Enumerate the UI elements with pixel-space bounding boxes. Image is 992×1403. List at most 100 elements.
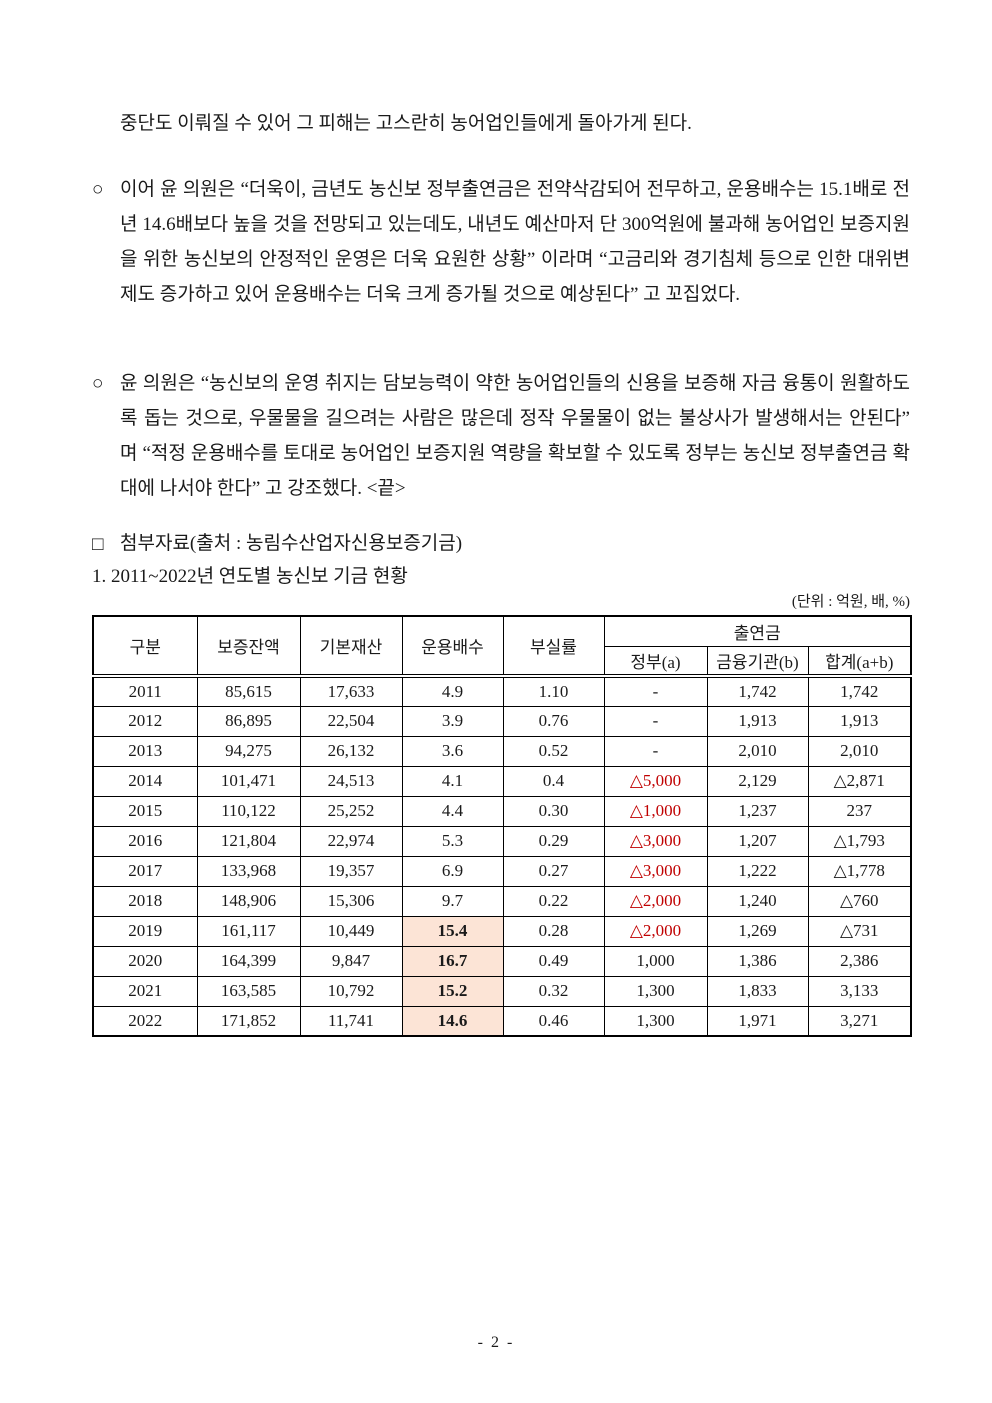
header-basic-assets: 기본재산 [299,615,403,677]
table-cell: 0.32 [502,975,605,1007]
table-cell: 85,615 [196,675,301,707]
table-cell: 171,852 [196,1005,301,1037]
table-cell: 148,906 [196,885,301,917]
header-financial-institution: 금융기관(b) [706,645,809,677]
header-government: 정부(a) [603,645,708,677]
table-row: 2021 163,585 10,792 15.2 0.32 1,300 1,833 3,133 [92,975,912,1007]
year-cell: 2017 [92,855,198,887]
table-cell: 14.6 [401,1005,504,1037]
table-cell: △760 [807,885,912,917]
header-gubun: 구분 [92,615,198,677]
table-cell: 25,252 [299,795,403,827]
table-cell: 237 [807,795,912,827]
table-row: 2018 148,906 15,306 9.7 0.22 △2,000 1,240 △760 [92,885,912,917]
table-cell: - [603,675,708,707]
table-cell: 4.9 [401,675,504,707]
table-cell: △5,000 [603,765,708,797]
table-cell: △1,000 [603,795,708,827]
fund-table-body: 2011 85,615 17,633 4.9 1.10-1,742 1,742 2012 86… [92,675,912,1037]
table-cell: 110,122 [196,795,301,827]
table-row: 2017 133,968 19,357 6.9 0.27 △3,000 1,222 △1,77… [92,855,912,887]
square-bullet-icon: □ [92,534,104,555]
table-cell: 1.10 [502,675,605,707]
table-row: 2019 161,117 10,449 15.4 0.28 △2,000 1,269 △731 [92,915,912,947]
table-row: 2015 110,122 25,252 4.4 0.30 △1,000 1,237 237 [92,795,912,827]
table-cell: 1,240 [706,885,809,917]
table-cell: 161,117 [196,915,301,947]
table-cell: 1,300 [603,1005,708,1037]
table-cell: 0.30 [502,795,605,827]
table-cell: - [603,705,708,737]
year-cell: 2020 [92,945,198,977]
table-cell: 19,357 [299,855,403,887]
table-cell: 10,449 [299,915,403,947]
year-cell: 2015 [92,795,198,827]
table-cell: 3.9 [401,705,504,737]
bullet-paragraph: ○ 이어 윤 의원은 “더욱이, 금년도 농신보 정부출연금은 전약삭감되어 전… [92,172,910,312]
table-cell: 26,132 [299,735,403,767]
section-title: 1. 2011~2022년 연도별 농신보 기금 현황 [92,566,408,587]
year-cell: 2013 [92,735,198,767]
year-cell: 2011 [92,675,198,707]
table-cell: 94,275 [196,735,301,767]
table-cell: 15,306 [299,885,403,917]
table-cell: △3,000 [603,825,708,857]
table-cell: 1,833 [706,975,809,1007]
table-cell: 1,913 [706,705,809,737]
table-cell: 0.76 [502,705,605,737]
table-cell: 22,974 [299,825,403,857]
table-cell: 101,471 [196,765,301,797]
table-cell: 3.6 [401,735,504,767]
table-cell: △2,000 [603,915,708,947]
table-cell: 0.46 [502,1005,605,1037]
table-cell: 1,207 [706,825,809,857]
table-cell: 1,742 [807,675,912,707]
table-cell: 17,633 [299,675,403,707]
table-cell: 15.4 [401,915,504,947]
table-cell: 0.4 [502,765,605,797]
attachment-text: 첨부자료(출처 : 농림수산업자신용보증기금) [120,533,463,554]
table-cell: 0.52 [502,735,605,767]
table-row: 2011 85,615 17,633 4.9 1.10-1,742 1,742 [92,675,912,707]
table-cell: 10,792 [299,975,403,1007]
table-cell: 164,399 [196,945,301,977]
header-operation-multiple: 운용배수 [401,615,504,677]
table-row: 2013 94,275 26,132 3.6 0.52-2,010 2,010 [92,735,912,767]
table-cell: △731 [807,915,912,947]
intro-paragraph: 중단도 이뤄질 수 있어 그 피해는 고스란히 농어업인들에게 돌아가게 된다. [120,113,692,134]
table-cell: 1,386 [706,945,809,977]
table-cell: 0.29 [502,825,605,857]
bullet-paragraph: ○ 윤 의원은 “농신보의 운영 취지는 담보능력이 약한 농어업인들의 신용을… [92,366,910,506]
table-cell: - [603,735,708,767]
year-cell: 2021 [92,975,198,1007]
header-contribution-group: 출연금 [603,615,912,647]
table-row: 2014 101,471 24,513 4.1 0.4 △5,000 2,129 △2,871 [92,765,912,797]
table-row: 2020 164,399 9,847 16.7 0.49 1,000 1,386 2,386 [92,945,912,977]
fund-table: 구분 보증잔액 기본재산 운용배수 부실률 출연금 정부(a) 금융기관(b) … [92,615,913,1037]
table-cell: 133,968 [196,855,301,887]
circle-bullet-icon: ○ [92,373,104,394]
table-cell: 2,010 [706,735,809,767]
table-cell: 9,847 [299,945,403,977]
table-cell: 0.22 [502,885,605,917]
table-row: 2022 171,852 11,741 14.6 0.46 1,300 1,971 3,271 [92,1005,912,1037]
table-cell: 1,269 [706,915,809,947]
table-row: 2016 121,804 22,974 5.3 0.29 △3,000 1,207 △1,79… [92,825,912,857]
table-cell: △3,000 [603,855,708,887]
table-cell: 3,271 [807,1005,912,1037]
year-cell: 2012 [92,705,198,737]
table-cell: 1,971 [706,1005,809,1037]
table-cell: 1,300 [603,975,708,1007]
year-cell: 2019 [92,915,198,947]
table-cell: 24,513 [299,765,403,797]
year-cell: 2018 [92,885,198,917]
header-default-rate: 부실률 [502,615,605,677]
table-cell: 1,222 [706,855,809,887]
table-cell: 22,504 [299,705,403,737]
table-cell: △2,000 [603,885,708,917]
table-row: 2012 86,895 22,504 3.9 0.76-1,913 1,913 [92,705,912,737]
table-cell: 0.27 [502,855,605,887]
page-number: - 2 - [477,1334,515,1351]
table-cell: 5.3 [401,825,504,857]
table-cell: 0.49 [502,945,605,977]
